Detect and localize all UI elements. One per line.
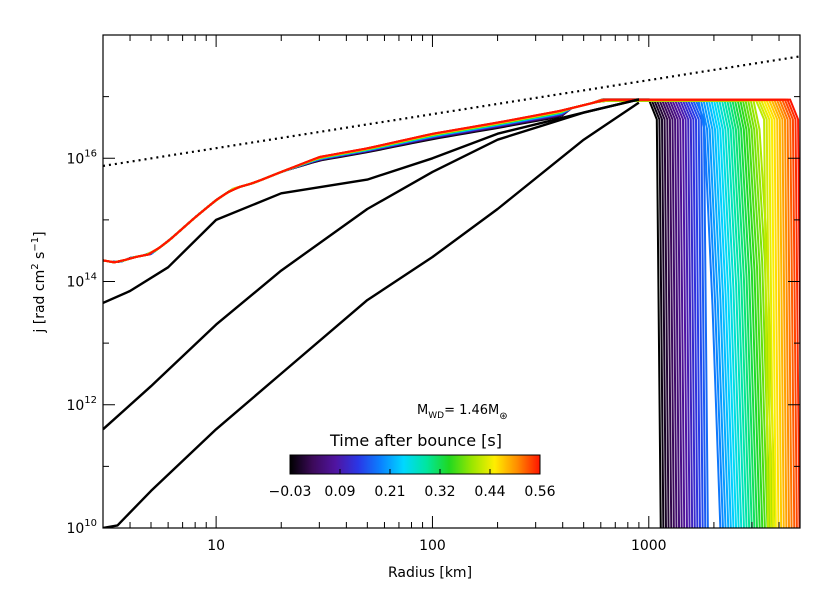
y-axis: 1010 1012 1014 1016 [66, 96, 800, 537]
initial-profile-3 [103, 98, 640, 304]
colorbar-title: Time after bounce [s] [329, 431, 502, 450]
colorbar-tick-label: 0.56 [524, 484, 555, 500]
colorbar-tick-label: 0.09 [324, 484, 355, 500]
y-axis-label: j [rad cm2 s−1] [30, 231, 48, 333]
initial-profile-1 [103, 101, 640, 528]
x-tick-label: 1000 [631, 538, 667, 554]
y-tick-label: 1014 [66, 272, 97, 291]
x-tick-label: 10 [207, 538, 225, 554]
colorbar-tick-label: 0.21 [374, 484, 405, 500]
y-tick-label: 1012 [66, 395, 97, 414]
x-tick-label: 100 [419, 538, 446, 554]
y-tick-label: 1016 [66, 148, 97, 167]
x-axis-label: Radius [km] [388, 565, 472, 581]
curves-layer [103, 98, 800, 528]
colorbar-ticks: −0.03 0.09 0.21 0.32 0.44 0.56 [269, 469, 556, 500]
mass-annotation: MWD= 1.46M⊛ [417, 403, 508, 422]
colorbar-tick-label: 0.32 [424, 484, 455, 500]
time-curve [103, 98, 800, 419]
initial-profile-2 [103, 98, 640, 431]
colorbar-tick-label: 0.44 [474, 484, 505, 500]
x-axis: 10 100 1000 [102, 35, 801, 554]
colorbar-tick-label: −0.03 [269, 484, 312, 500]
y-tick-label: 1010 [66, 518, 97, 537]
colorbar [289, 454, 541, 475]
